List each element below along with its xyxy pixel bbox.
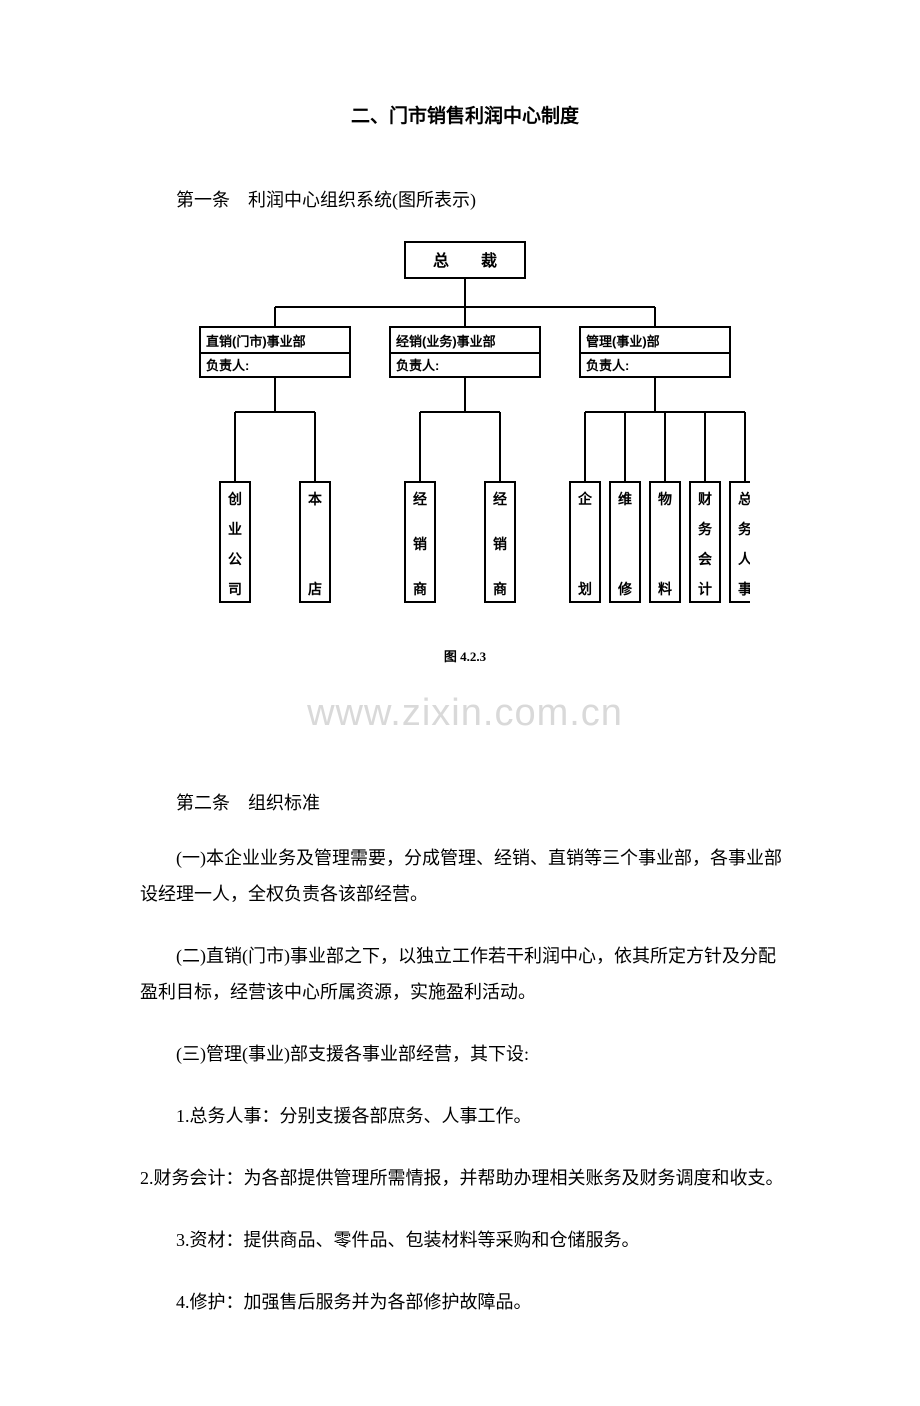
article-2-header: 第二条 组织标准 [140,787,790,819]
paragraph-4: 1.总务人事：分别支援各部庶务、人事工作。 [140,1098,790,1134]
svg-text:划: 划 [578,581,592,597]
svg-text:司: 司 [228,581,242,597]
svg-text:创: 创 [227,491,242,507]
svg-text:店: 店 [308,581,322,597]
svg-text:经销(业务)事业部: 经销(业务)事业部 [396,334,496,349]
svg-text:负责人:: 负责人: [206,358,249,373]
watermark-text: www.zixin.com.cn [140,679,790,747]
svg-text:人: 人 [738,551,750,567]
svg-text:财: 财 [697,491,712,507]
paragraph-5: 2.财务会计：为各部提供管理所需情报，并帮助办理相关账务及财务调度和收支。 [140,1160,790,1196]
paragraph-1: (一)本企业业务及管理需要，分成管理、经销、直销等三个事业部，各事业部设经理一人… [140,840,790,912]
page-title: 二、门市销售利润中心制度 [140,100,790,134]
svg-text:商: 商 [413,581,427,597]
svg-text:直销(门市)事业部: 直销(门市)事业部 [206,334,306,349]
svg-text:经: 经 [413,491,427,507]
article-1-header: 第一条 利润中心组织系统(图所表示) [140,184,790,216]
svg-text:负责人:: 负责人: [396,358,439,373]
org-chart: 总 裁直销(门市)事业部负责人:经销(业务)事业部负责人:管理(事业)部负责人:… [180,237,750,669]
svg-text:管理(事业)部: 管理(事业)部 [586,334,660,349]
svg-text:总: 总 [738,491,750,507]
paragraph-3: (三)管理(事业)部支援各事业部经营，其下设: [140,1036,790,1072]
svg-text:销: 销 [493,536,507,552]
paragraph-6: 3.资材：提供商品、零件品、包装材料等采购和仓储服务。 [140,1222,790,1258]
svg-text:维: 维 [618,491,632,507]
svg-text:修: 修 [617,581,633,597]
svg-text:料: 料 [658,581,672,597]
svg-text:商: 商 [493,581,507,597]
svg-text:总 裁: 总 裁 [433,251,497,270]
svg-text:会: 会 [698,551,713,567]
diagram-caption: 图 4.2.3 [180,645,750,668]
svg-text:计: 计 [698,581,712,597]
svg-text:务: 务 [738,521,750,537]
paragraph-2: (二)直销(门市)事业部之下，以独立工作若干利润中心，依其所定方针及分配盈利目标… [140,938,790,1010]
svg-text:业: 业 [228,521,242,537]
svg-text:负责人:: 负责人: [586,358,629,373]
svg-text:物: 物 [658,491,672,507]
svg-text:本: 本 [308,491,323,507]
svg-text:经: 经 [493,491,507,507]
svg-text:务: 务 [698,521,713,537]
svg-text:公: 公 [228,551,242,567]
svg-text:销: 销 [413,536,427,552]
svg-text:事: 事 [738,581,750,597]
svg-text:企: 企 [577,491,593,507]
